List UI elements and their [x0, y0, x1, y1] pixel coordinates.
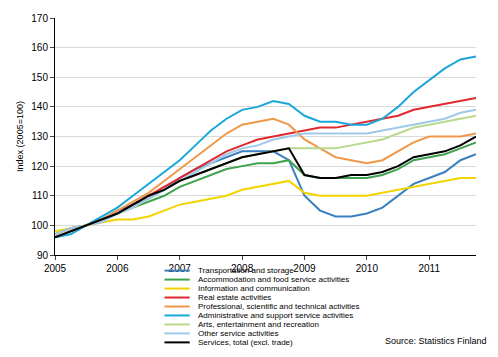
svg-text:Administrative and support ser: Administrative and support service activ…: [198, 311, 353, 320]
svg-text:2008: 2008: [231, 263, 254, 274]
svg-text:130: 130: [31, 131, 48, 142]
svg-text:2005: 2005: [44, 263, 67, 274]
svg-text:2006: 2006: [106, 263, 129, 274]
svg-text:Information and communication: Information and communication: [198, 284, 310, 293]
svg-text:Real estate activities: Real estate activities: [198, 293, 271, 302]
svg-text:Source: Statistics Finland: Source: Statistics Finland: [385, 336, 487, 346]
svg-text:150: 150: [31, 72, 48, 83]
svg-text:100: 100: [31, 220, 48, 231]
svg-text:160: 160: [31, 42, 48, 53]
svg-text:Other service activities: Other service activities: [198, 329, 278, 338]
svg-text:2009: 2009: [293, 263, 316, 274]
svg-text:110: 110: [32, 190, 48, 201]
svg-text:Index (2005=100): Index (2005=100): [15, 101, 25, 172]
svg-text:90: 90: [37, 250, 49, 261]
svg-text:Transportation and storage: Transportation and storage: [198, 266, 294, 275]
svg-text:2011: 2011: [418, 263, 440, 274]
svg-text:Arts, entertainment and recrea: Arts, entertainment and recreation: [198, 320, 319, 329]
svg-text:Services, total (excl. trade): Services, total (excl. trade): [198, 338, 293, 347]
svg-text:140: 140: [31, 101, 48, 112]
svg-text:170: 170: [31, 13, 48, 24]
svg-text:120: 120: [31, 161, 48, 172]
svg-text:2007: 2007: [169, 263, 192, 274]
svg-text:Accommodation and food service: Accommodation and food service activitie…: [198, 275, 349, 284]
svg-text:2010: 2010: [356, 263, 379, 274]
svg-text:Professional, scientific and t: Professional, scientific and technical a…: [198, 302, 359, 311]
